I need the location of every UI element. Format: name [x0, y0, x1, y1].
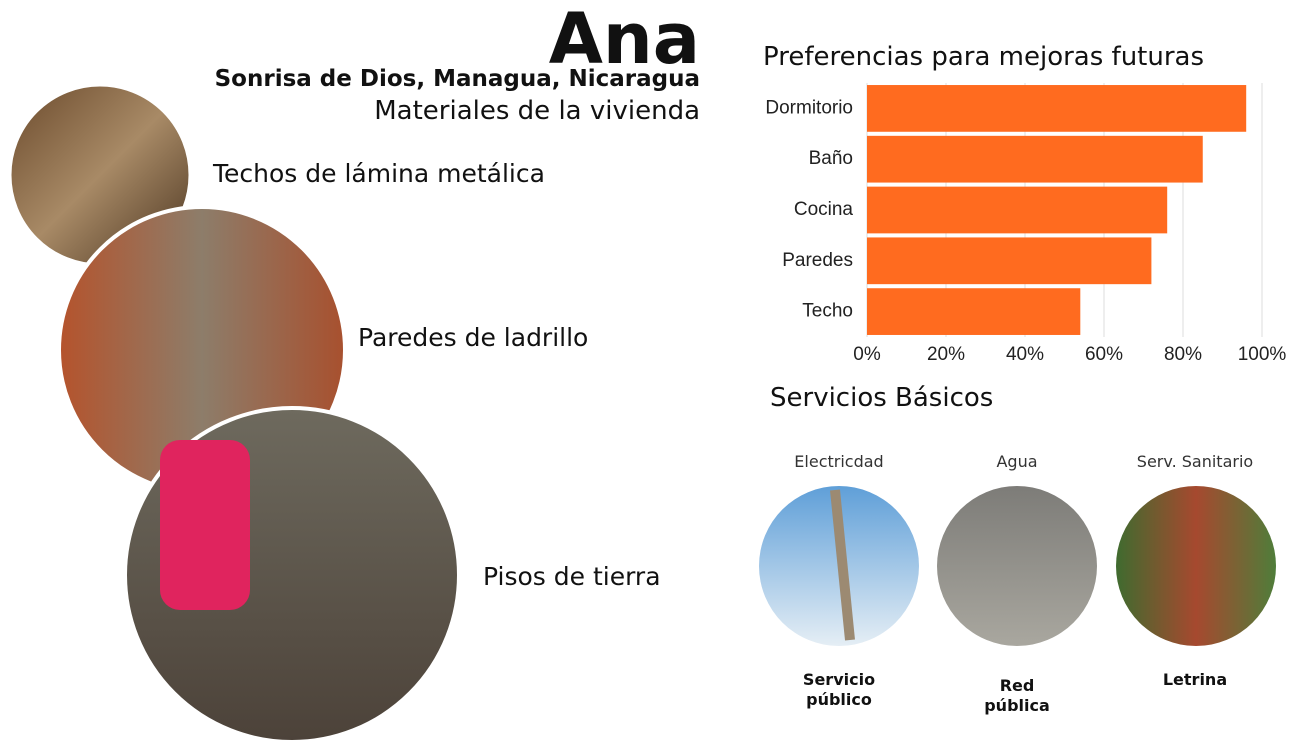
bar: [867, 136, 1203, 183]
photo-water: [937, 486, 1097, 646]
service-name: Agua: [917, 452, 1117, 471]
material-label: Techos de lámina metálica: [213, 159, 545, 188]
x-tick-label: 0%: [853, 344, 881, 365]
service-name: Electricdad: [739, 452, 939, 471]
service-value: Red pública: [972, 676, 1062, 716]
service-name: Serv. Sanitario: [1095, 452, 1295, 471]
bar: [867, 85, 1246, 132]
x-tick-label: 20%: [927, 344, 965, 365]
subtitle: Materiales de la vivienda: [374, 96, 700, 126]
material-label: Paredes de ladrillo: [358, 323, 588, 352]
y-tick-label: Baño: [809, 148, 853, 169]
material-label: Pisos de tierra: [483, 562, 661, 591]
y-tick-label: Paredes: [782, 250, 853, 271]
photo-figure: [160, 440, 250, 610]
service-value: Servicio público: [794, 670, 884, 710]
bar: [867, 288, 1080, 335]
x-tick-label: 80%: [1164, 344, 1202, 365]
bar: [867, 237, 1151, 284]
page: 0% 20% 40% 60% 80% 100% Dormitorio Baño Cocina Pa…: [0, 0, 1299, 742]
location: Sonrisa de Dios, Managua, Nicaragua: [215, 66, 700, 92]
photo-latrine: [1116, 486, 1276, 646]
bar: [867, 187, 1167, 234]
x-tick-label: 40%: [1006, 344, 1044, 365]
y-tick-label: Cocina: [794, 199, 854, 220]
y-tick-label: Techo: [802, 301, 853, 322]
chart-title: Preferencias para mejoras futuras: [763, 42, 1204, 72]
x-tick-label: 100%: [1238, 344, 1287, 365]
service-value: Letrina: [1150, 670, 1240, 690]
services-title: Servicios Básicos: [770, 383, 993, 413]
y-tick-label: Dormitorio: [765, 97, 853, 118]
x-tick-label: 60%: [1085, 344, 1123, 365]
